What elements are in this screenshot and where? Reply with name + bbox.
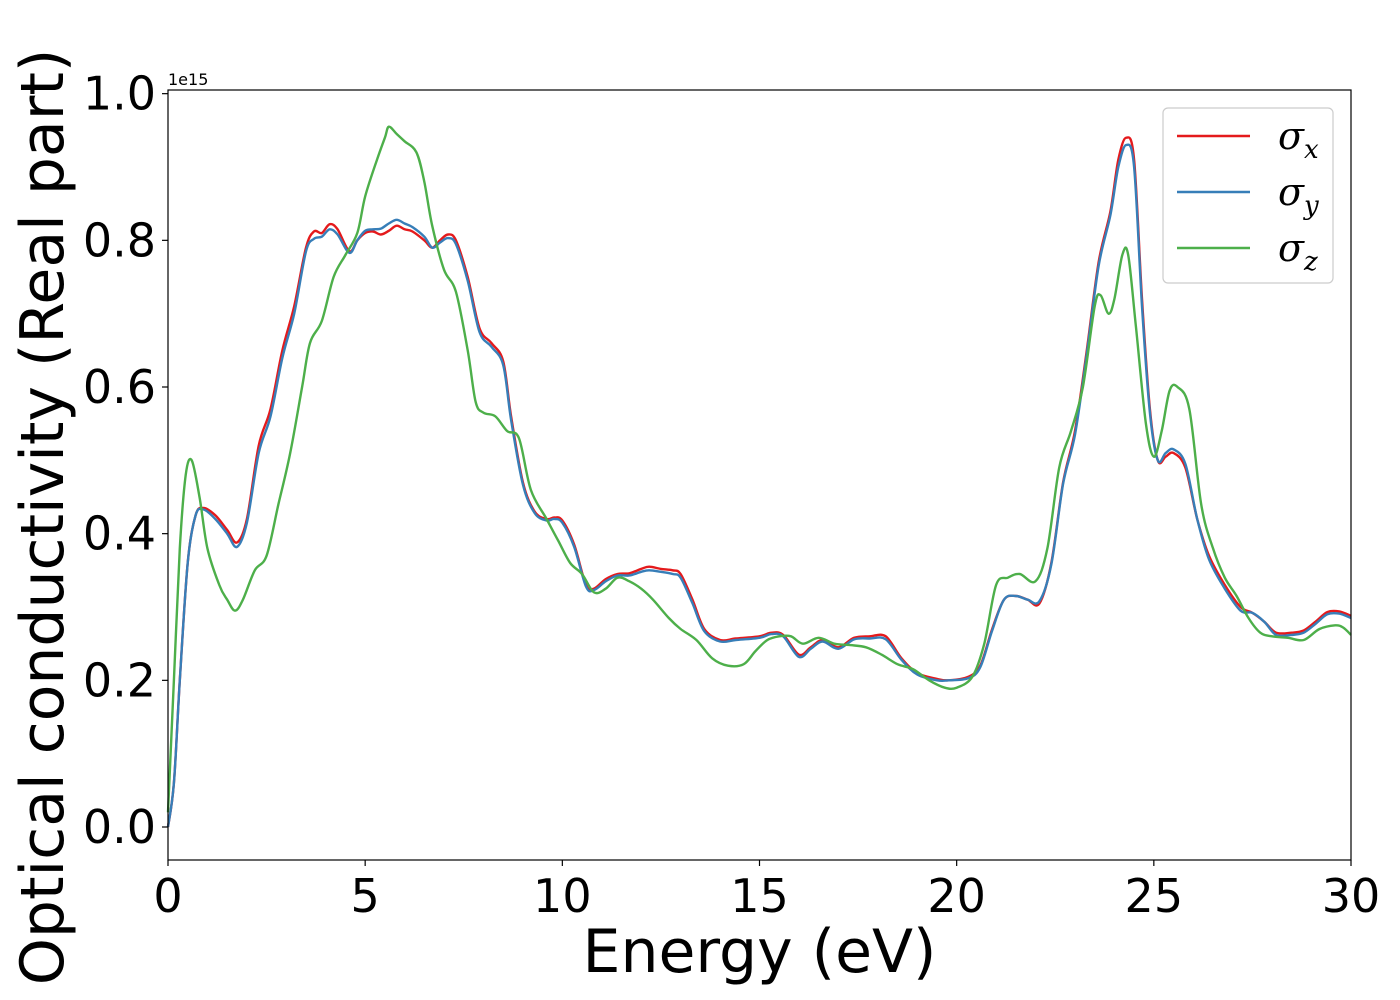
legend-subscript: z xyxy=(1303,247,1318,277)
y-tick-label: 1.0 xyxy=(83,67,156,121)
legend-symbol: σ xyxy=(1278,114,1305,158)
legend-label-x: σx xyxy=(1278,114,1319,165)
x-tick-label: 30 xyxy=(1322,869,1381,923)
series-lines xyxy=(166,125,1352,828)
y-axis-label: Optical conductivity (Real part) xyxy=(8,49,78,986)
x-tick-label: 10 xyxy=(533,869,592,923)
x-tick-label: 20 xyxy=(927,869,986,923)
legend-symbol: σ xyxy=(1278,170,1305,214)
x-tick-label: 25 xyxy=(1125,869,1184,923)
y-tick-label: 0.0 xyxy=(83,800,156,854)
y-axis-ticks: 0.0 0.2 0.4 0.6 0.8 1.0 xyxy=(83,67,168,854)
x-axis-label: Energy (eV) xyxy=(583,917,937,987)
legend-label-y: σy xyxy=(1278,170,1319,221)
x-tick-label: 0 xyxy=(153,869,182,923)
series-line-y xyxy=(166,143,1352,828)
y-offset-label: 1e15 xyxy=(168,70,208,89)
legend-symbol: σ xyxy=(1278,226,1305,270)
y-tick-label: 0.6 xyxy=(83,360,156,414)
legend-subscript: x xyxy=(1304,135,1319,165)
y-tick-label: 0.8 xyxy=(83,213,156,267)
series-line-z xyxy=(166,125,1352,813)
legend-box xyxy=(1162,107,1334,284)
y-tick-label: 0.2 xyxy=(83,653,156,707)
legend-label-z: σz xyxy=(1278,226,1318,277)
x-tick-label: 15 xyxy=(730,869,789,923)
y-tick-label: 0.4 xyxy=(83,507,156,561)
x-axis-ticks: 0 5 10 15 20 25 30 xyxy=(153,860,1380,923)
legend-subscript: y xyxy=(1303,191,1319,221)
x-tick-label: 5 xyxy=(351,869,380,923)
